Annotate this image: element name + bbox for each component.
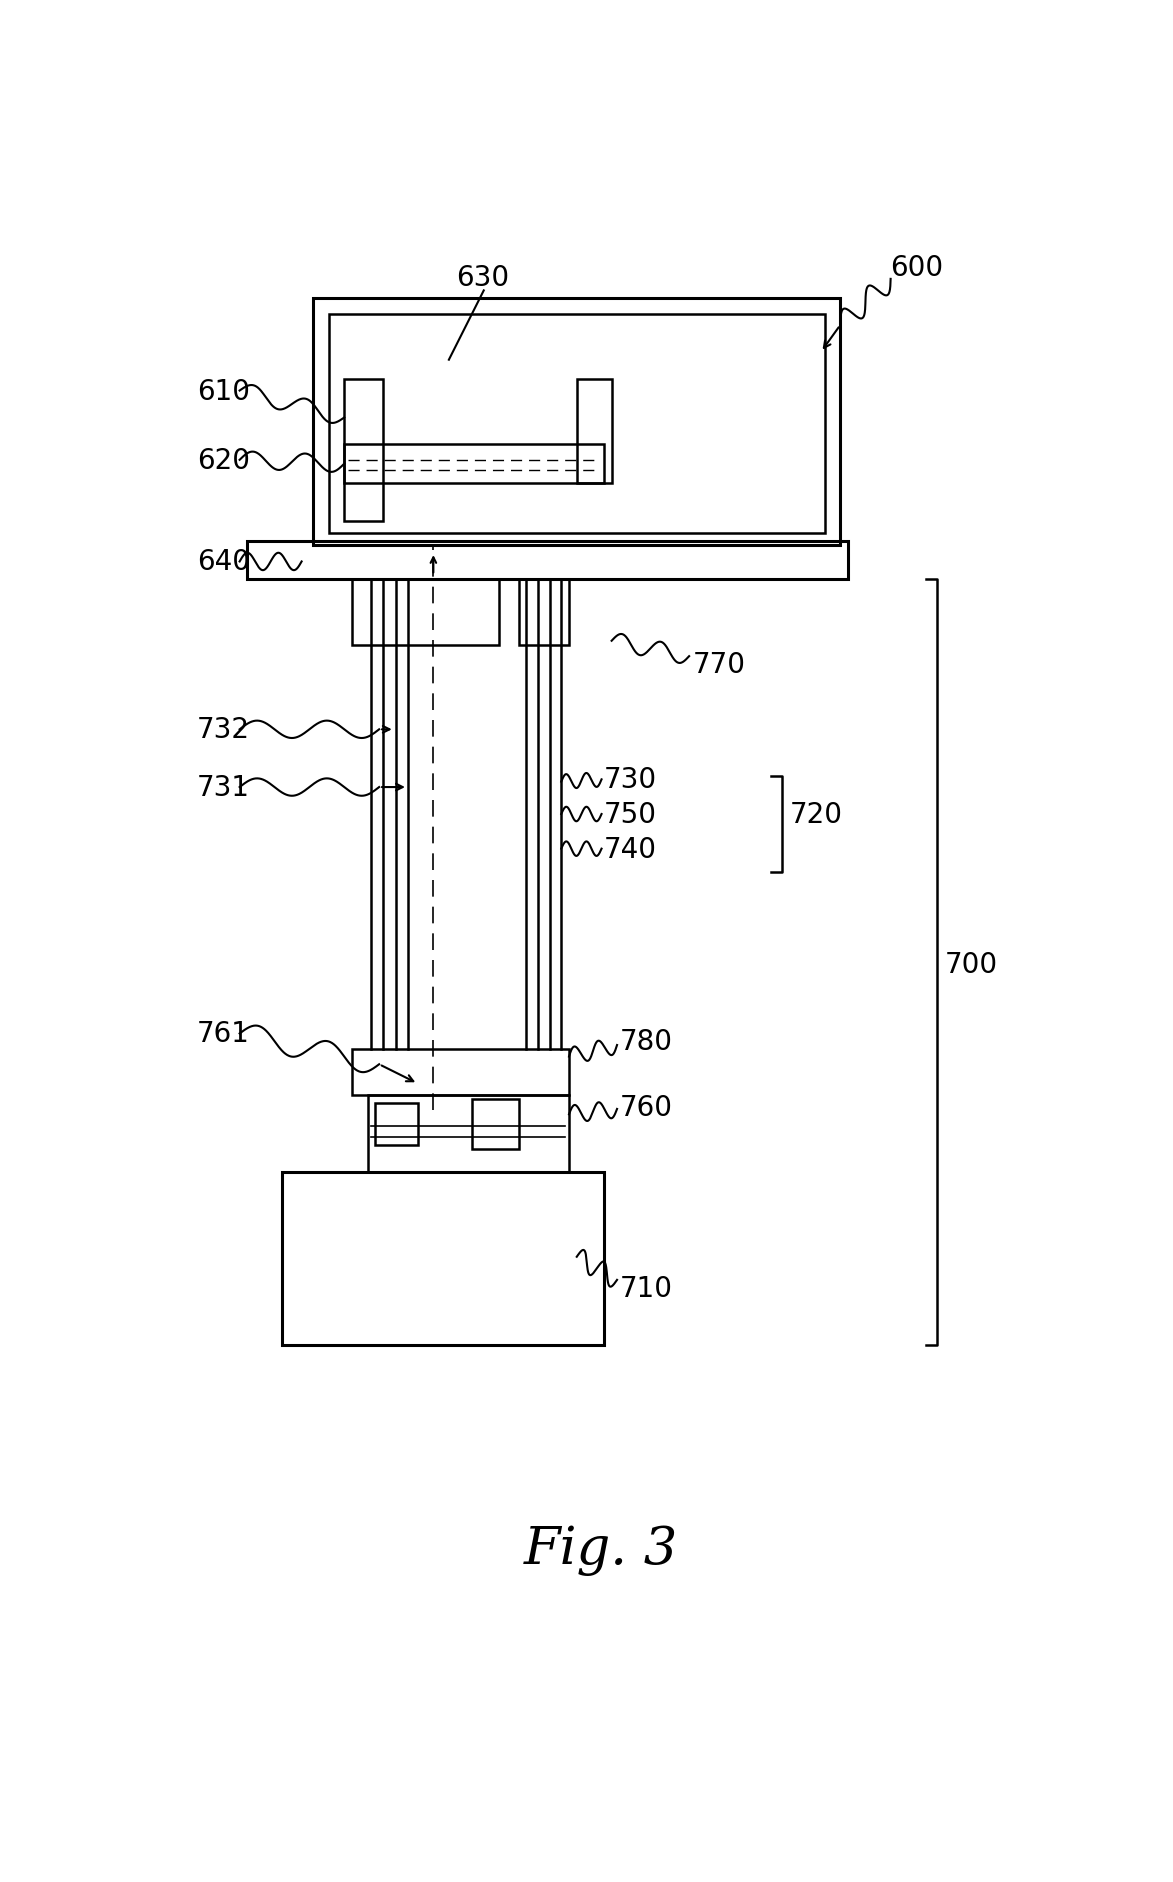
Bar [577,380,611,484]
Bar [367,1095,569,1172]
Text: 730: 730 [604,766,657,794]
Text: 610: 610 [197,376,250,405]
Text: 710: 710 [619,1274,672,1302]
Bar [518,580,569,646]
Bar [375,1103,418,1146]
Text: 770: 770 [693,651,746,679]
Bar [472,1099,518,1150]
Text: 640: 640 [197,548,250,576]
Bar [344,380,384,521]
Text: 731: 731 [197,774,250,802]
Text: 620: 620 [197,446,250,474]
Bar [313,299,840,546]
Bar [328,314,825,534]
Text: 761: 761 [197,1020,250,1048]
Text: 700: 700 [945,950,998,979]
Bar [344,446,604,484]
Text: 720: 720 [789,800,843,828]
Text: 740: 740 [604,836,657,864]
Text: 630: 630 [456,263,510,292]
Text: 780: 780 [619,1028,672,1056]
Bar [248,542,848,580]
Text: 732: 732 [197,715,250,743]
Bar [283,1172,604,1346]
Text: Fig. 3: Fig. 3 [524,1524,678,1575]
Text: 760: 760 [619,1093,672,1122]
Bar [352,580,500,646]
Text: 600: 600 [890,254,944,282]
Text: 750: 750 [604,800,657,828]
Bar [352,1050,569,1095]
